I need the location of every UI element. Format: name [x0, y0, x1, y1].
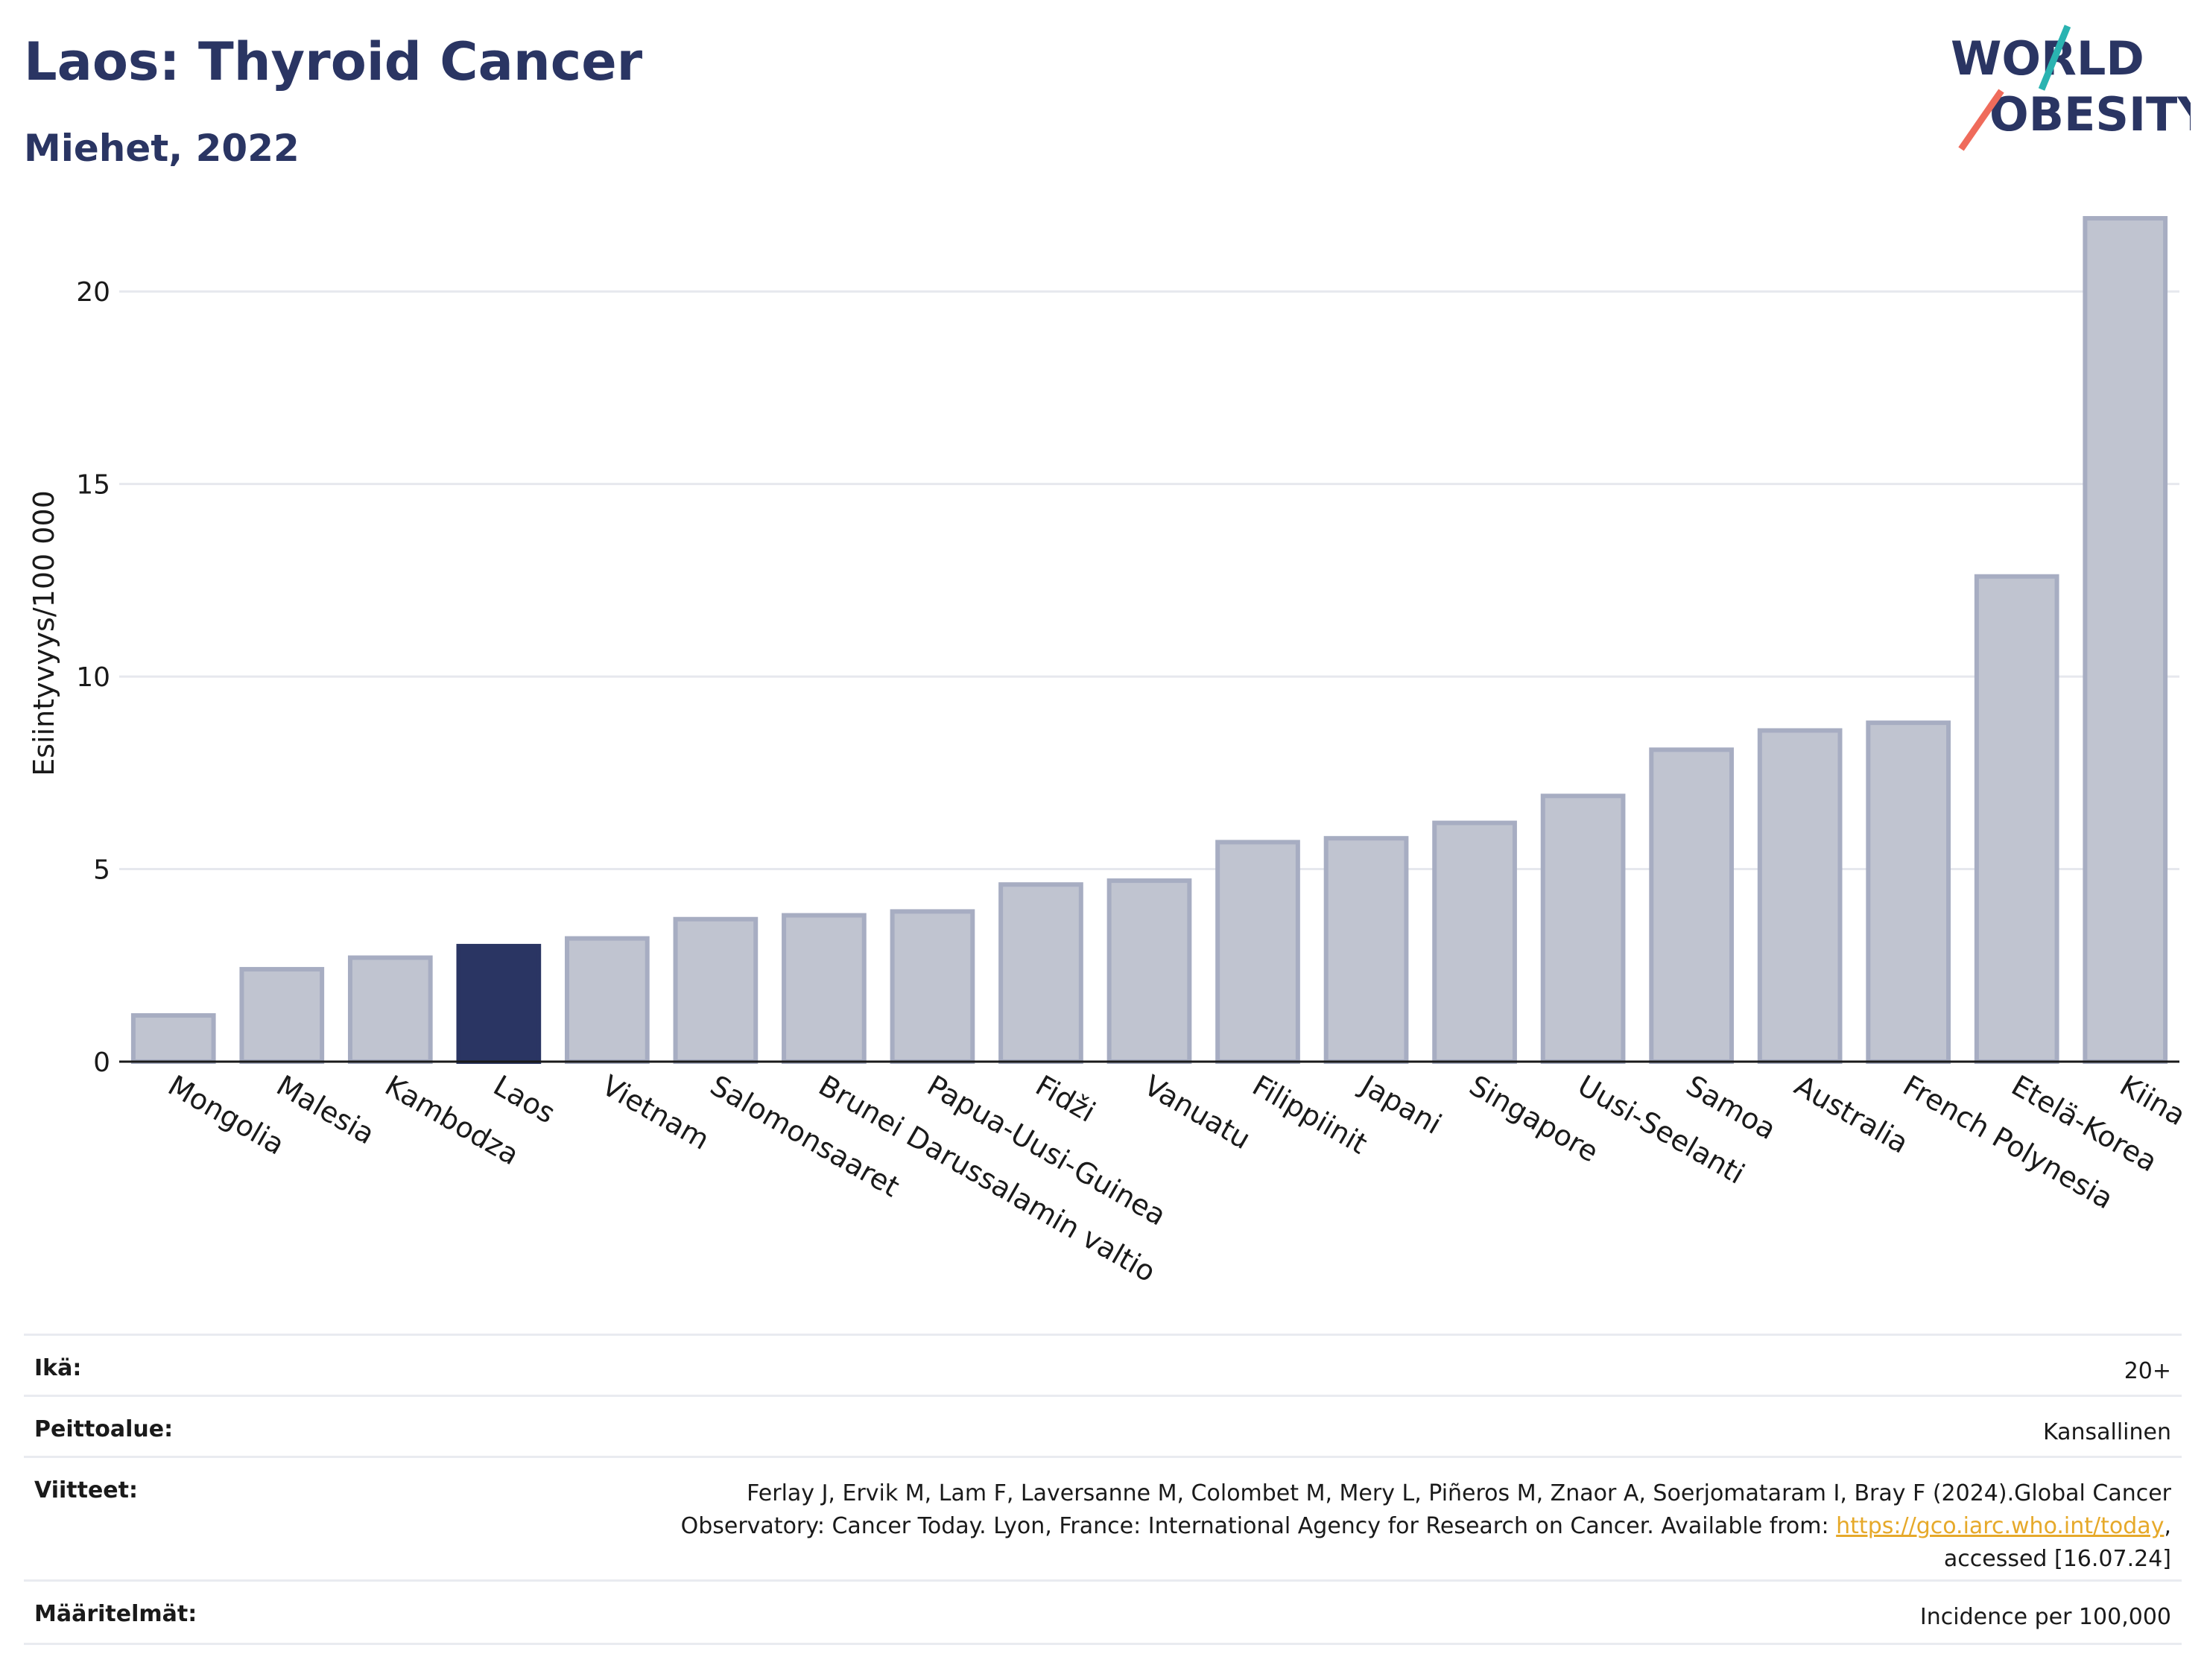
page-title: Laos: Thyroid Cancer [24, 31, 643, 92]
bar-filippiinit[interactable] [1215, 840, 1300, 1064]
references-link[interactable]: https://gco.iarc.who.int/today [1836, 1513, 2165, 1539]
x-tick-label: Mongolia [162, 1069, 290, 1161]
x-tick-label: Vanuatu [1139, 1069, 1256, 1156]
y-tick-label: 0 [93, 1047, 110, 1078]
bar-japani[interactable] [1323, 836, 1409, 1065]
age-value: 20+ [2124, 1358, 2171, 1384]
logo-line2: OBESITY [1989, 87, 2191, 142]
x-tick-label: Vietnam [596, 1069, 715, 1156]
definitions-value: Incidence per 100,000 [1919, 1604, 2171, 1630]
references-line2: Observatory: Cancer Today. Lyon, France:… [680, 1513, 1837, 1539]
bar-kiina[interactable] [2083, 216, 2168, 1065]
bar-papua-uusi-guinea[interactable] [890, 909, 975, 1064]
bar-uusi-seelanti[interactable] [1540, 793, 1626, 1064]
y-tick-label: 5 [93, 855, 110, 886]
y-axis-label: Esiintyvyys/100 000 [28, 490, 60, 776]
bars [130, 216, 2168, 1065]
y-tick-label: 10 [76, 662, 110, 693]
age-label: Ikä: [34, 1355, 82, 1381]
bar-laos[interactable] [456, 943, 542, 1065]
bar-salomonsaaret[interactable] [673, 916, 759, 1064]
bar-fidži[interactable] [998, 882, 1083, 1064]
coverage-label: Peittoalue: [34, 1416, 174, 1442]
world-obesity-logo: WORLD OBESITY [1951, 25, 2191, 151]
bar-singapore[interactable] [1432, 820, 1517, 1065]
x-tick-label: Filippiinit [1247, 1069, 1373, 1161]
references-line1: Ferlay J, Ervik M, Lam F, Laversanne M, … [747, 1480, 2171, 1506]
logo-accent-teal [2038, 25, 2071, 91]
bar-vietnam[interactable] [565, 936, 650, 1065]
references-link-suffix: , [2164, 1513, 2171, 1539]
y-tick-label: 15 [76, 470, 110, 501]
bar-kambodza[interactable] [347, 955, 433, 1064]
x-tick-label: Laos [488, 1069, 561, 1130]
bar-vanuatu[interactable] [1106, 878, 1192, 1065]
bar-samoa[interactable] [1649, 747, 1734, 1064]
bar-brunei-darussalamin-valtio[interactable] [782, 913, 867, 1065]
bar-mongolia[interactable] [130, 1012, 216, 1065]
y-tick-label: 20 [76, 277, 110, 308]
references-label: Viitteet: [34, 1477, 138, 1503]
coverage-value: Kansallinen [2042, 1419, 2171, 1445]
references-value: Ferlay J, Ervik M, Lam F, Laversanne M, … [681, 1477, 2171, 1576]
logo-accent-coral [1958, 89, 2004, 151]
meta-row-references: Viitteet: Ferlay J, Ervik M, Lam F, Lave… [24, 1456, 2182, 1580]
meta-row-age: Ikä: 20+ [24, 1334, 2182, 1395]
bar-french-polynesia[interactable] [1866, 720, 1951, 1064]
meta-row-definitions: Määritelmät: Incidence per 100,000 [24, 1579, 2182, 1645]
meta-row-coverage: Peittoalue: Kansallinen [24, 1395, 2182, 1456]
bar-malesia[interactable] [239, 966, 325, 1064]
page-subtitle: Miehet, 2022 [24, 127, 300, 170]
x-tick-label: Fidži [1030, 1069, 1101, 1129]
x-tick-label: Australia [1789, 1069, 1914, 1160]
bar-australia[interactable] [1757, 728, 1843, 1065]
bar-etelä-korea[interactable] [1974, 574, 2059, 1064]
x-tick-label: Malesia [271, 1069, 380, 1151]
x-tick-label: Kiina [2115, 1069, 2191, 1132]
x-tick-label: Salomonsaaret [705, 1069, 905, 1204]
references-line3: accessed [16.07.24] [1943, 1546, 2171, 1572]
definitions-label: Määritelmät: [34, 1601, 197, 1627]
